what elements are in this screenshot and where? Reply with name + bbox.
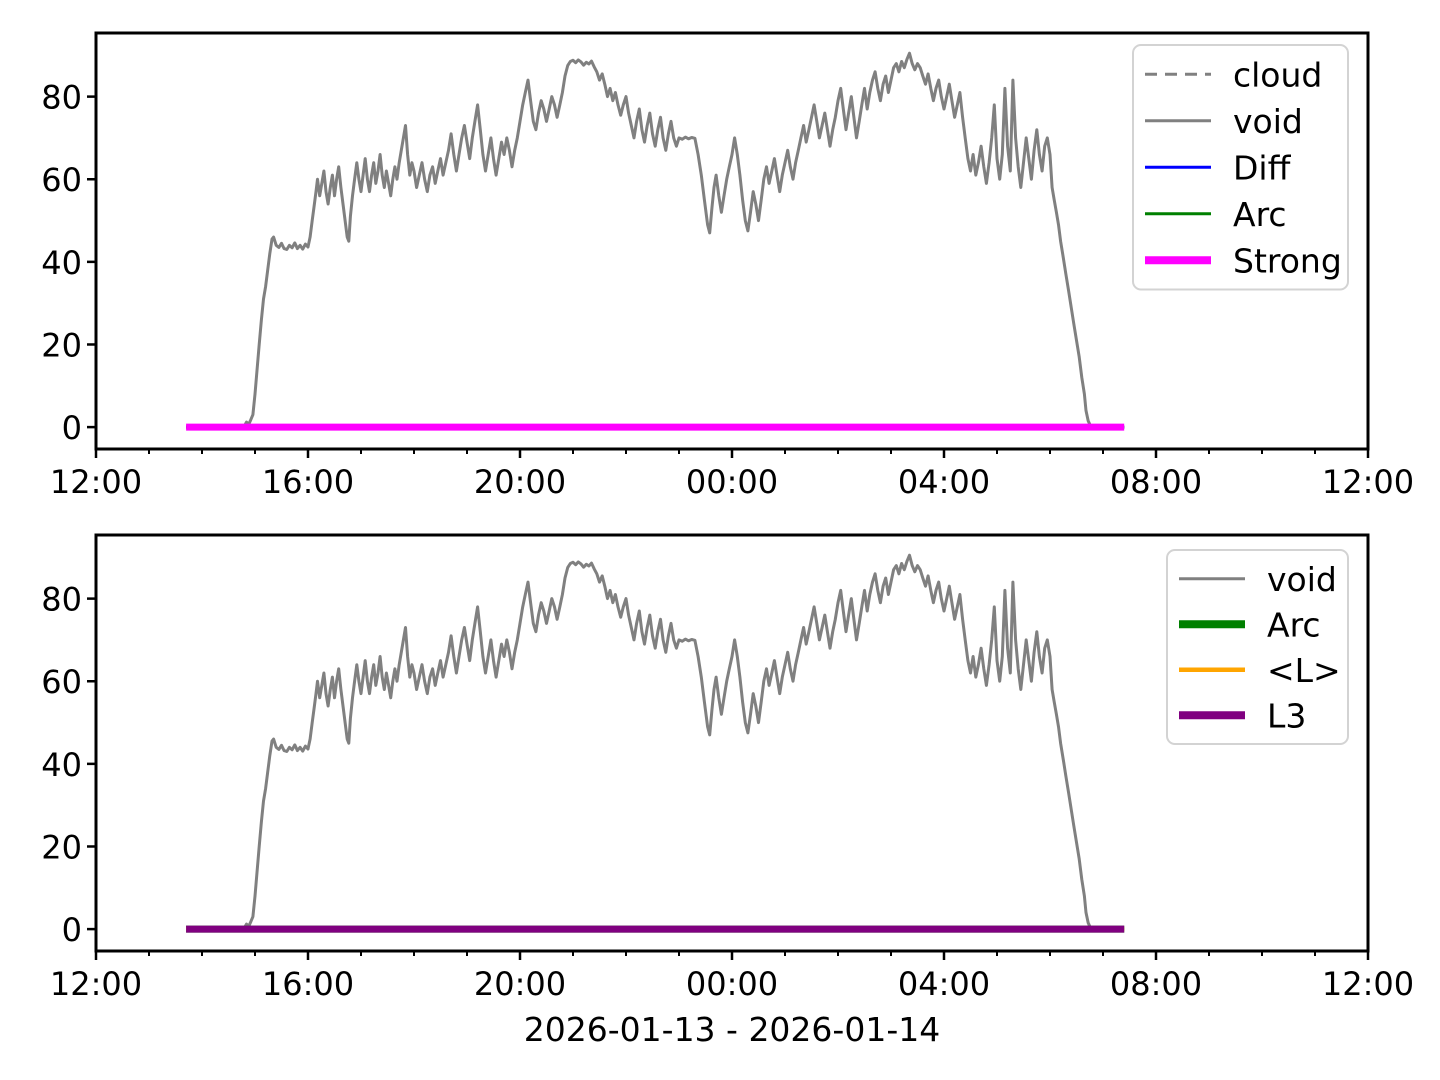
legend-label: Strong xyxy=(1233,241,1342,280)
legend-label: cloud xyxy=(1233,55,1322,94)
x-tick-label: 12:00 xyxy=(50,965,142,1003)
legend-label: Arc xyxy=(1233,195,1287,234)
x-tick-label: 20:00 xyxy=(474,463,566,501)
legend-label: Arc xyxy=(1267,605,1321,644)
legend-label: Diff xyxy=(1233,148,1292,187)
x-tick-label: 16:00 xyxy=(262,965,354,1003)
y-tick-label: 20 xyxy=(41,326,82,364)
x-tick-label: 12:00 xyxy=(50,463,142,501)
y-tick-label: 80 xyxy=(41,79,82,117)
x-tick-label: 08:00 xyxy=(1110,965,1202,1003)
legend-box xyxy=(1132,44,1349,291)
y-tick-label: 0 xyxy=(62,911,82,949)
x-tick-label: 12:00 xyxy=(1322,965,1414,1003)
x-axis-title: 2026-01-13 - 2026-01-14 xyxy=(523,1010,941,1049)
y-tick-label: 60 xyxy=(41,161,82,199)
top-chart: 12:00 16:00 20:00 00:00 04:00 08:00 12:00 0 20 40… xyxy=(41,31,1414,501)
y-tick-label: 20 xyxy=(41,828,82,866)
y-tick-label: 0 xyxy=(62,409,82,447)
legend: void Arc <L> L3 xyxy=(1166,549,1349,745)
y-tick-label: 60 xyxy=(41,663,82,701)
void-line xyxy=(186,553,1125,931)
legend-label: L3 xyxy=(1267,696,1306,735)
legend-label: void xyxy=(1233,102,1303,141)
legend-box xyxy=(1166,549,1349,745)
legend-label: <L> xyxy=(1267,651,1341,690)
x-tick-label: 00:00 xyxy=(686,463,778,501)
x-tick-label: 12:00 xyxy=(1322,463,1414,501)
x-tick-label: 04:00 xyxy=(898,463,990,501)
y-tick-label: 80 xyxy=(41,581,82,619)
x-tick-label: 08:00 xyxy=(1110,463,1202,501)
y-tick-label: 40 xyxy=(41,746,82,784)
void-line xyxy=(186,51,1125,429)
legend: cloud void Diff Arc Strong xyxy=(1132,44,1349,291)
bottom-chart: 12:00 16:00 20:00 00:00 04:00 08:00 12:00 0 20 40… xyxy=(41,533,1414,1003)
x-tick-label: 00:00 xyxy=(686,965,778,1003)
y-tick-label: 40 xyxy=(41,244,82,282)
x-tick-label: 20:00 xyxy=(474,965,566,1003)
legend-label: void xyxy=(1267,560,1337,599)
x-tick-label: 16:00 xyxy=(262,463,354,501)
x-tick-label: 04:00 xyxy=(898,965,990,1003)
